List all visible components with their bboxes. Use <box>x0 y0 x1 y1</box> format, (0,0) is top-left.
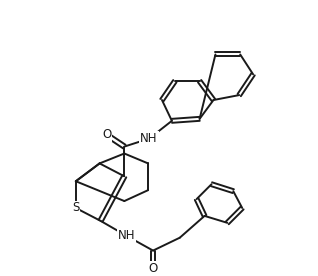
Text: NH: NH <box>140 132 158 145</box>
Text: O: O <box>149 262 158 275</box>
Text: S: S <box>72 201 80 214</box>
Text: O: O <box>102 128 111 141</box>
Text: NH: NH <box>118 229 135 242</box>
